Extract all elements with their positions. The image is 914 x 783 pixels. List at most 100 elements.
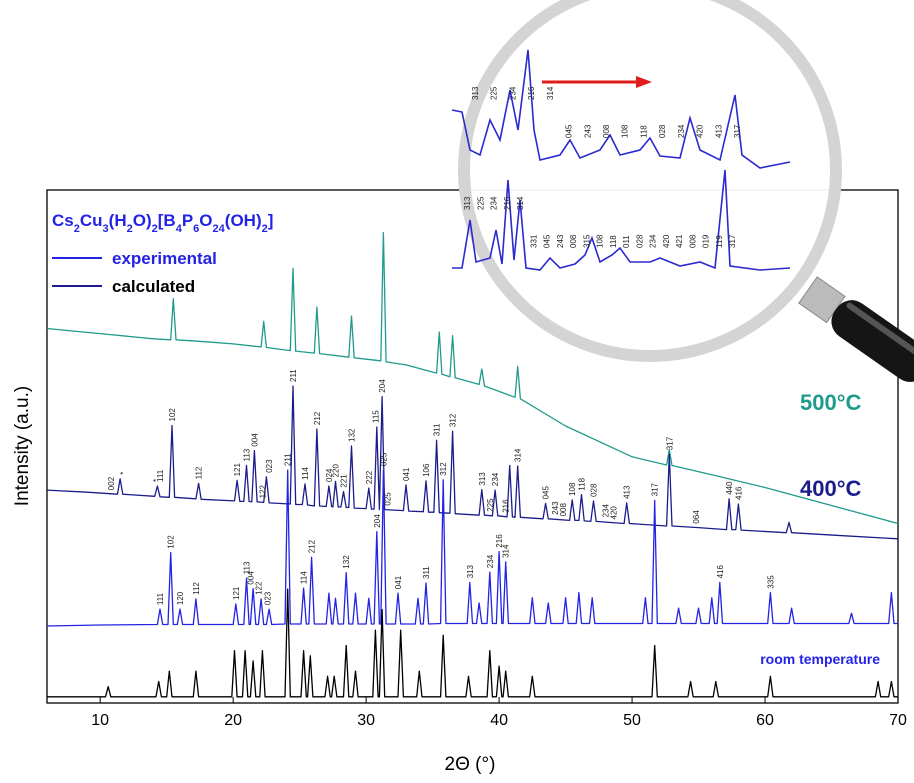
series-label: room temperature	[760, 651, 880, 667]
peak-label: 121	[233, 463, 242, 477]
peak-label: 118	[578, 477, 587, 490]
peak-label: 317	[665, 436, 674, 450]
series-label: 400°C	[800, 476, 862, 501]
inset-label: 314	[546, 86, 555, 100]
inset-labels: 313 225 234 216 314 045 243 008 108 118 028 234 420 4…	[463, 86, 742, 248]
peak-label: 041	[394, 575, 403, 589]
peak-label: 023	[265, 459, 274, 473]
inset-label: 234	[649, 234, 658, 248]
peak-label: 122	[258, 485, 267, 499]
plot-area: 10 20 30 40 50 60 70 500°C 400°C room temperature…	[46, 231, 907, 729]
x-tick-label: 20	[224, 712, 242, 729]
inset-label: 045	[565, 124, 574, 138]
peak-label: 413	[623, 485, 632, 499]
peak-label: 221	[340, 474, 349, 488]
formula-part: P	[182, 211, 193, 230]
inset-label: 420	[662, 234, 671, 248]
inset-label: 045	[543, 234, 552, 248]
peak-label: 111	[156, 592, 165, 605]
peak-label: *	[119, 472, 128, 475]
peak-label: 121	[232, 586, 241, 600]
peak-label: 111	[156, 469, 165, 482]
peak-label: 002	[107, 476, 116, 490]
inset-label: 234	[677, 124, 686, 138]
inset-label: 119	[715, 235, 724, 248]
peak-label: 234	[491, 472, 500, 486]
inset-label: 420	[696, 124, 705, 138]
peak-label: 211	[289, 369, 298, 382]
formula-part: Cs	[52, 211, 74, 230]
peak-label: 212	[308, 539, 317, 553]
peak-label: 112	[192, 582, 201, 595]
peak-label: 120	[176, 591, 185, 605]
formula-part: 2	[262, 223, 268, 235]
peak-label: 132	[342, 555, 351, 569]
peak-label: 317	[651, 483, 660, 497]
inset-label: 028	[658, 124, 667, 138]
inset-label: 234	[490, 196, 499, 210]
inset-curve-upper	[451, 49, 791, 169]
peak-label: 045	[542, 486, 551, 500]
peak-label: 113	[243, 448, 252, 461]
series-line	[46, 469, 898, 627]
inset-label: 118	[609, 235, 618, 248]
x-tick-label: 40	[490, 712, 508, 729]
peak-label: 313	[478, 472, 487, 486]
peak-label: 416	[734, 486, 743, 500]
peak-label: 312	[449, 413, 458, 427]
inset-label: 028	[635, 234, 644, 248]
peak-label: 108	[568, 482, 577, 496]
formula-part: 2	[127, 223, 133, 235]
x-tick-label: 70	[889, 712, 907, 729]
formula-part: 6	[193, 223, 199, 235]
inset-label: 315	[582, 234, 591, 248]
inset-arrow-head	[636, 76, 652, 88]
peak-label: 064	[692, 510, 701, 524]
peak-label: 440	[725, 481, 734, 495]
peak-label: 114	[301, 467, 310, 480]
legend-label: experimental	[112, 249, 217, 268]
x-tick-label: 50	[623, 712, 641, 729]
inset-label: 216	[503, 196, 512, 210]
inset-label: 314	[516, 196, 525, 210]
formula-part: 2	[152, 223, 158, 235]
peak-label: 024	[325, 468, 334, 482]
lens-glass	[458, 0, 842, 362]
series-line	[46, 231, 899, 525]
magnifier: 313 225 234 216 314 045 243 008 108 118 028 234 420 4…	[451, 0, 914, 382]
peak-label: 004	[250, 433, 259, 447]
peak-label: 025	[383, 492, 392, 506]
legend-title: Cs2Cu3(H2O)2[B4P6O24(OH)2]	[52, 211, 273, 235]
peak-label: 025	[379, 452, 388, 466]
peak-label: 132	[348, 428, 357, 442]
y-axis-label: Intensity (a.u.)	[12, 386, 33, 506]
inset-label: 313	[463, 196, 472, 210]
inset-label: 108	[621, 124, 630, 138]
peak-label: 211	[284, 453, 293, 466]
inset-label: 313	[471, 86, 480, 100]
peak-label: 313	[466, 565, 475, 579]
series-line	[47, 588, 898, 698]
inset-label: 118	[639, 125, 648, 138]
peak-label: 204	[373, 514, 382, 528]
peak-label: 115	[371, 410, 380, 423]
x-tick-label: 30	[357, 712, 375, 729]
peak-label: 420	[609, 506, 618, 520]
peak-label: 312	[439, 462, 448, 476]
formula-part: 2	[74, 223, 80, 235]
formula-part: (H	[109, 211, 127, 230]
peak-label: 222	[365, 470, 374, 484]
peak-label: 311	[433, 423, 442, 436]
inset-label: 011	[622, 235, 631, 248]
inset-label: 317	[728, 234, 737, 248]
peak-label: *	[152, 479, 161, 482]
peak-label: 004	[246, 571, 255, 585]
peak-label: 023	[264, 591, 273, 605]
peak-label: 008	[559, 503, 568, 517]
formula-part: [B	[158, 211, 176, 230]
peak-label: 220	[332, 464, 341, 478]
peak-label: 225	[486, 498, 495, 512]
inset-label: 331	[529, 234, 538, 248]
inset-label: 225	[476, 196, 485, 210]
